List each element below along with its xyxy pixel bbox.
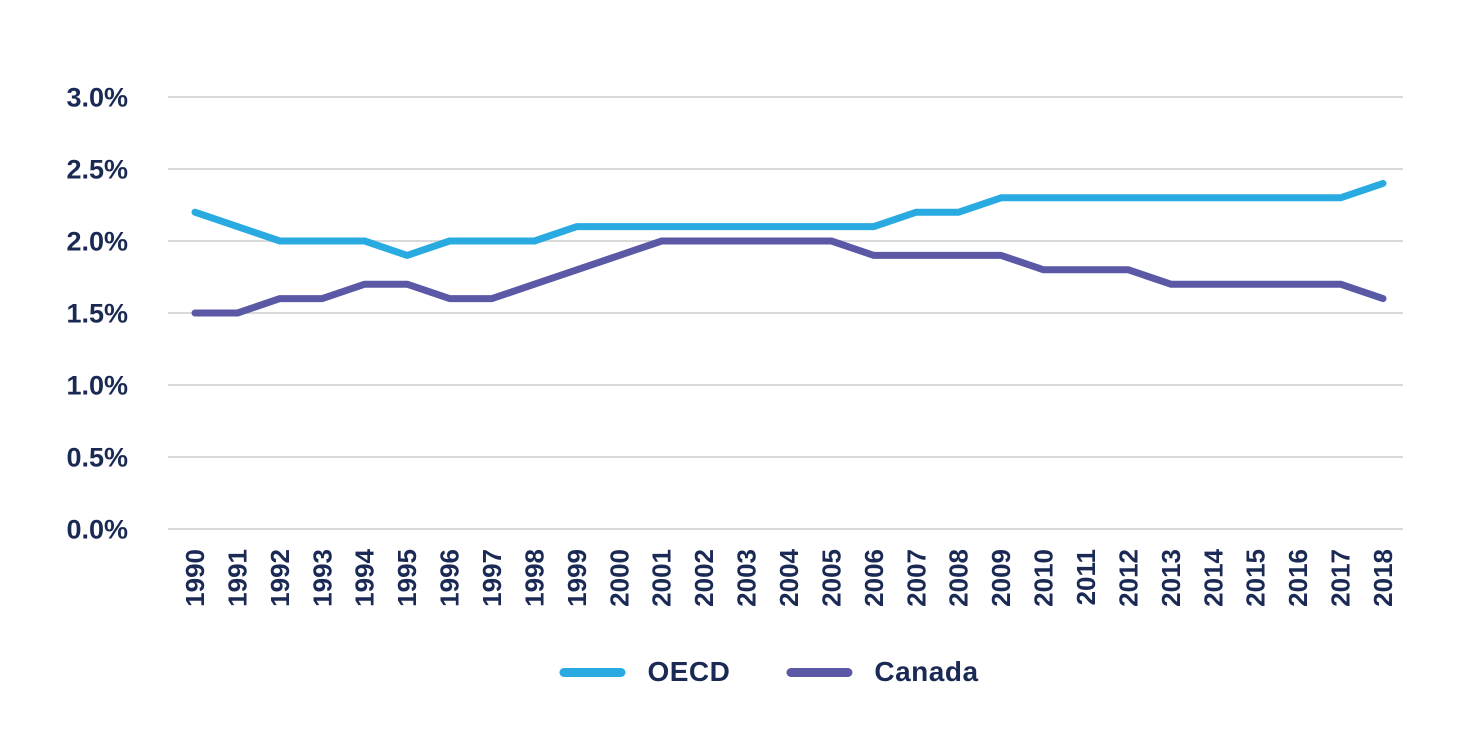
x-axis-tick-label: 2002 <box>689 549 719 607</box>
x-axis-tick-label: 2014 <box>1198 548 1228 606</box>
x-axis-tick-label: 1991 <box>222 549 252 607</box>
x-axis-tick-label: 2011 <box>1071 549 1101 605</box>
x-axis-tick-label: 2018 <box>1368 549 1398 607</box>
canada-line <box>191 237 1387 317</box>
x-axis-tick-label: 1997 <box>477 549 507 607</box>
x-axis-tick-label: 1996 <box>435 549 465 607</box>
x-axis-tick-label: 1993 <box>307 549 337 607</box>
x-axis-tick-label: 1994 <box>350 548 380 606</box>
x-axis-tick-label: 2017 <box>1326 549 1356 607</box>
legend-item-oecd: OECD <box>559 656 730 688</box>
x-axis-tick-label: 1992 <box>265 549 295 607</box>
x-axis-tick-label: 2001 <box>647 549 677 607</box>
x-axis-tick-label: 2013 <box>1156 549 1186 607</box>
chart-legend: OECD Canada <box>559 656 978 688</box>
x-axis-tick-label: 1990 <box>180 549 210 607</box>
y-axis-tick-label: 2.0% <box>66 227 128 257</box>
x-axis-tick-label: 2009 <box>986 549 1016 607</box>
x-axis-tick-label: 2004 <box>774 548 804 606</box>
x-axis-tick-label: 2007 <box>901 549 931 607</box>
x-axis-tick-label: 2010 <box>1029 549 1059 607</box>
legend-item-canada: Canada <box>786 656 978 688</box>
x-axis-tick-label: 2003 <box>732 549 762 607</box>
y-axis-tick-label: 1.5% <box>66 299 128 329</box>
x-axis-tick-label: 2005 <box>816 549 846 607</box>
x-axis-tick-label: 1998 <box>519 549 549 607</box>
x-axis-tick-label: 2015 <box>1241 549 1271 607</box>
canada-line-swatch-icon <box>786 667 853 677</box>
oecd-line-swatch-icon <box>559 667 626 677</box>
x-axis-tick-label: 2016 <box>1283 549 1313 607</box>
y-axis-tick-label: 1.0% <box>66 371 128 401</box>
legend-label-oecd: OECD <box>647 656 731 687</box>
y-axis-tick-label: 0.0% <box>66 515 128 545</box>
x-axis-tick-label: 2006 <box>859 549 889 607</box>
oecd-line <box>191 179 1387 259</box>
y-axis-tick-label: 3.0% <box>66 83 128 113</box>
legend-label-canada: Canada <box>874 656 979 687</box>
y-axis-tick-label: 2.5% <box>66 155 128 185</box>
x-axis-tick-label: 1995 <box>392 549 422 607</box>
x-axis-tick-label: 1999 <box>562 549 592 607</box>
y-axis-tick-label: 0.5% <box>66 443 128 473</box>
x-axis-tick-label: 2000 <box>604 549 634 607</box>
x-axis-tick-label: 2008 <box>944 549 974 607</box>
x-axis-tick-label: 2012 <box>1113 549 1143 607</box>
